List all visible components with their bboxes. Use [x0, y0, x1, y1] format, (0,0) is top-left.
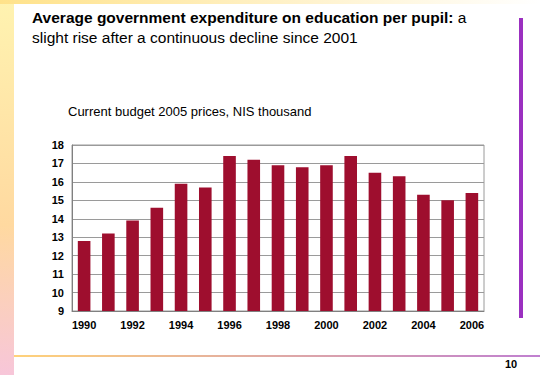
svg-text:1998: 1998 [266, 319, 290, 331]
svg-text:2000: 2000 [314, 319, 338, 331]
svg-text:1992: 1992 [120, 319, 144, 331]
svg-text:1990: 1990 [72, 319, 96, 331]
svg-text:17: 17 [52, 157, 64, 169]
html-text:Current budget 2005 prices, NI: Current budget 2005 prices, NIS thousand [68, 104, 312, 119]
svg-text:9: 9 [58, 305, 64, 317]
html-text:Average government expenditure: Average government expenditure on educat… [32, 9, 467, 46]
svg-text:14: 14 [52, 213, 65, 225]
svg-text:18: 18 [52, 139, 64, 151]
svg-text:15: 15 [52, 194, 64, 206]
svg-text:11: 11 [52, 268, 64, 280]
svg-text:2006: 2006 [460, 319, 484, 331]
svg-text:10: 10 [52, 287, 64, 299]
svg-text:2002: 2002 [363, 319, 387, 331]
svg-text:16: 16 [52, 176, 64, 188]
svg-text:1996: 1996 [217, 319, 241, 331]
svg-text:13: 13 [52, 231, 64, 243]
svg-text:2004: 2004 [411, 319, 436, 331]
svg-text:12: 12 [52, 250, 64, 262]
svg-text:1994: 1994 [169, 319, 194, 331]
html-text:10: 10 [505, 358, 518, 370]
